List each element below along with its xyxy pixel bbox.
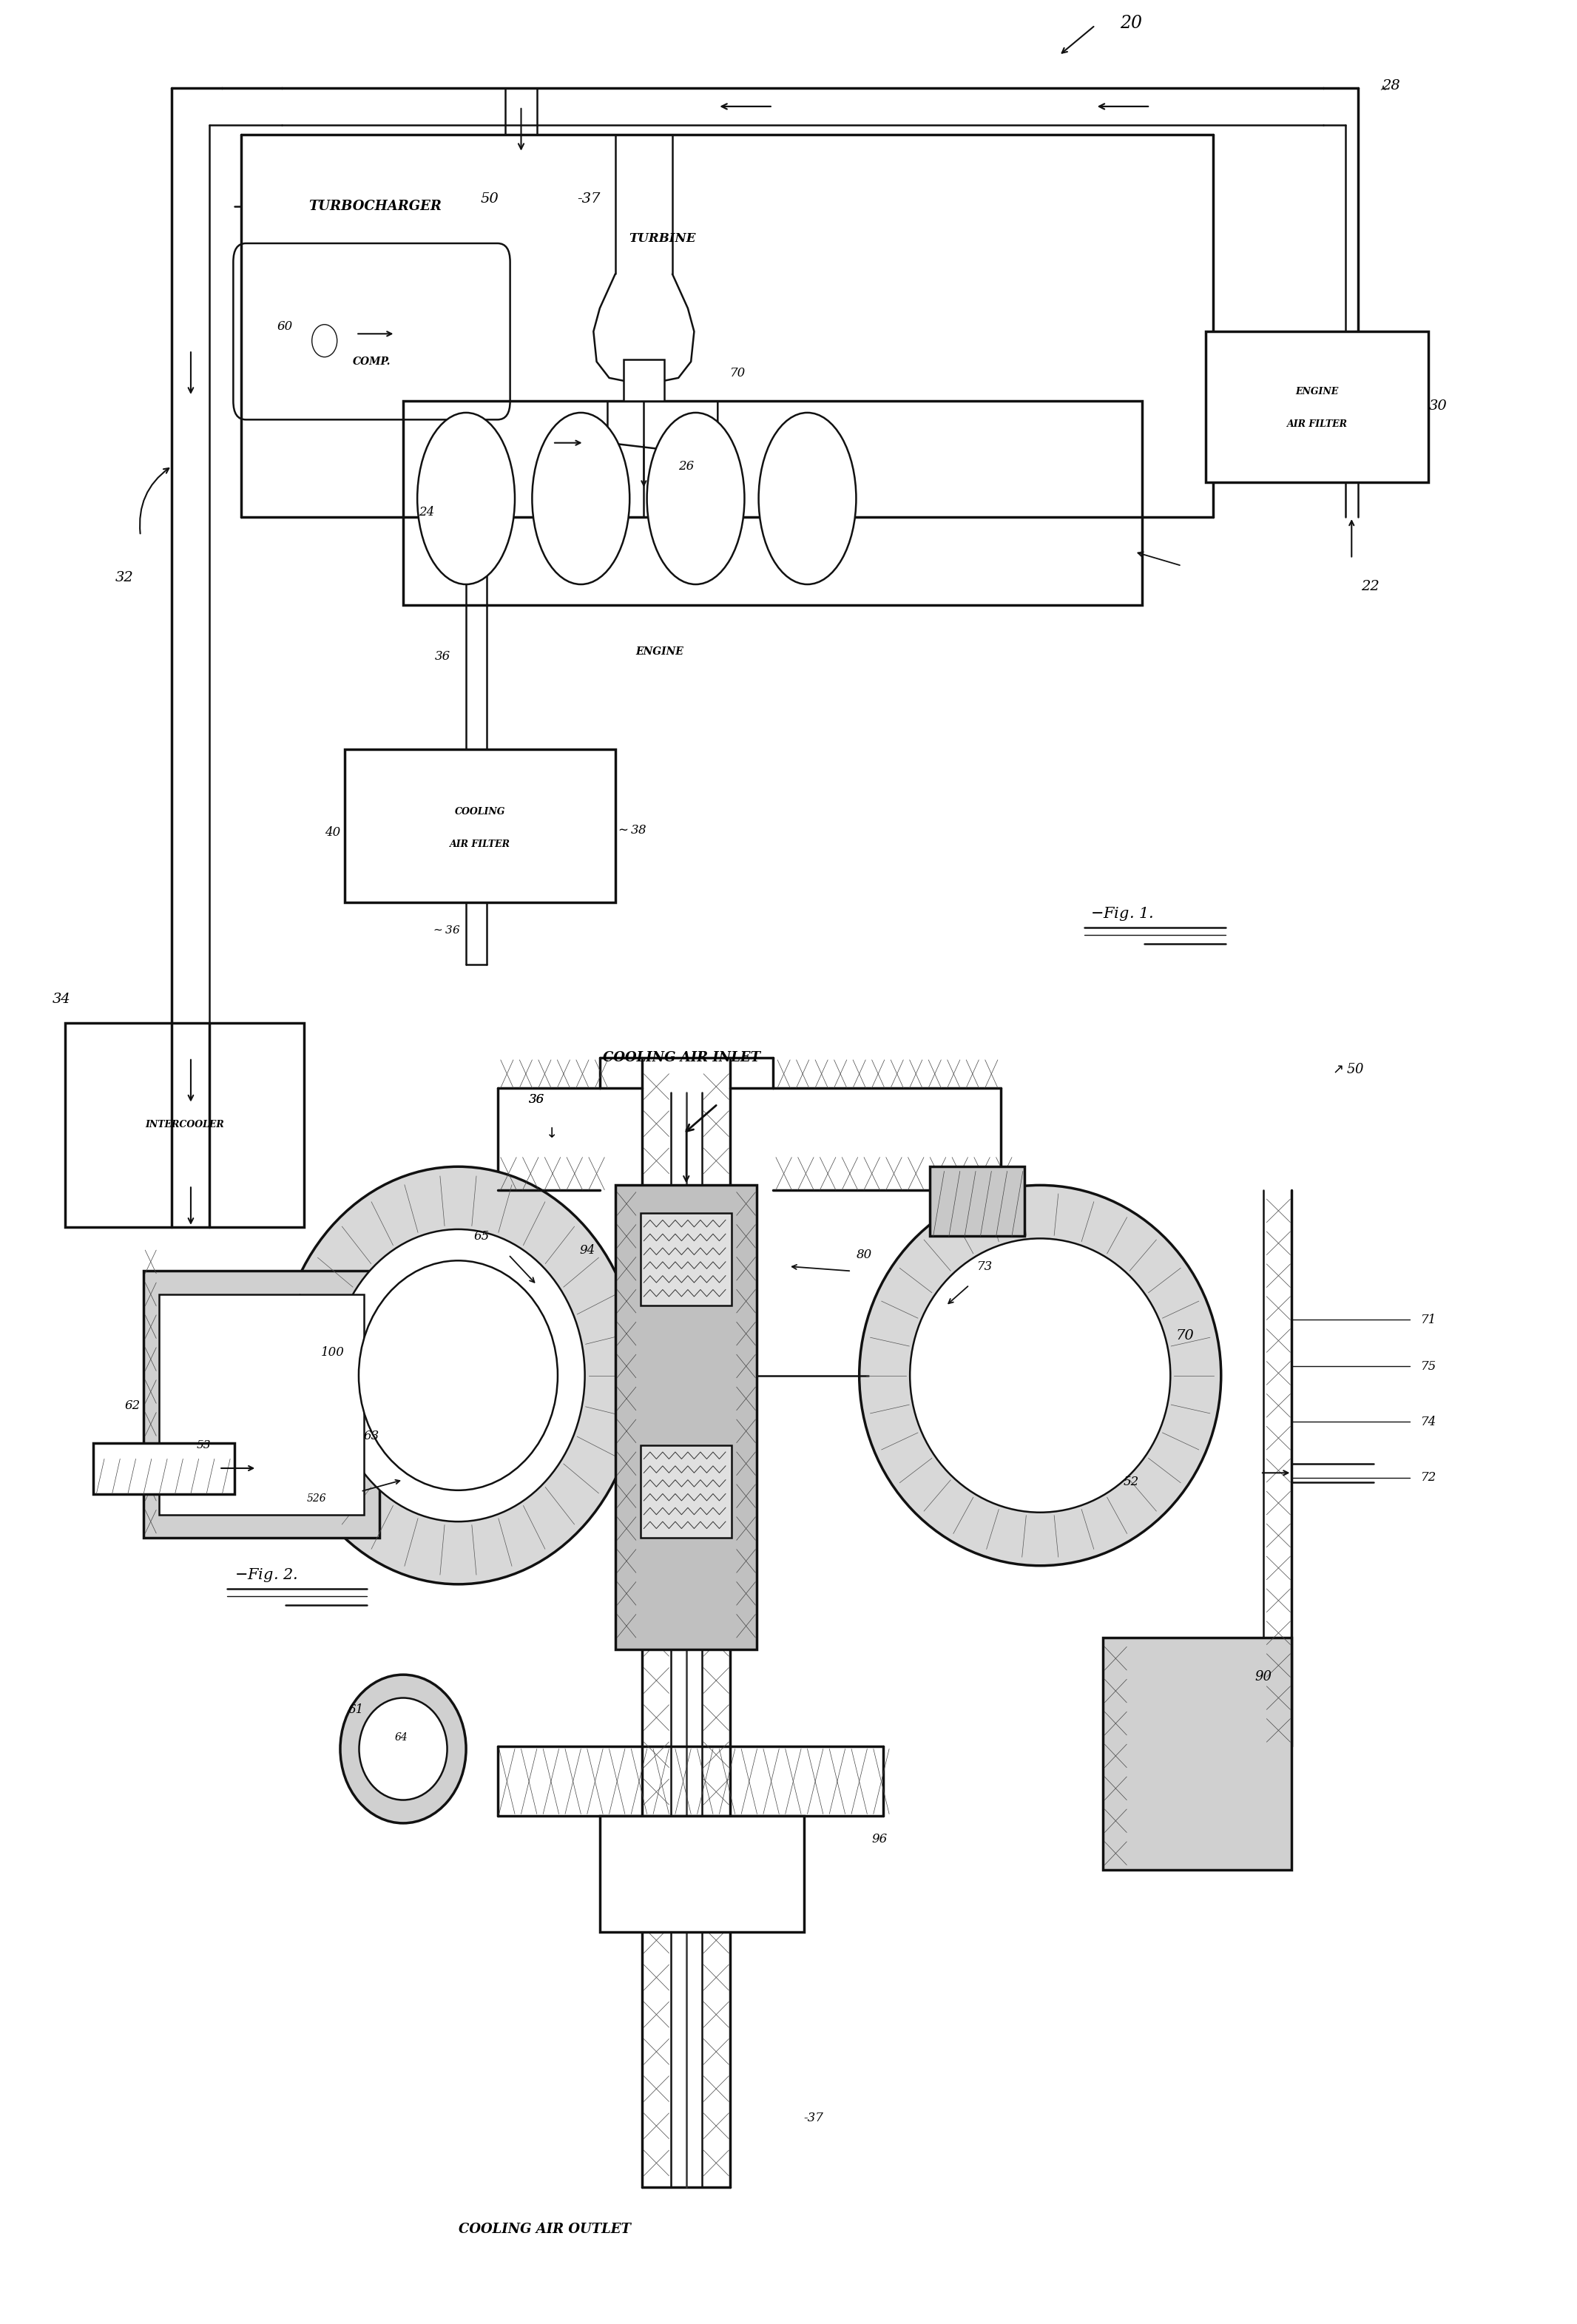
Text: 70: 70 <box>730 367 746 379</box>
Text: ENGINE: ENGINE <box>1295 388 1339 397</box>
Ellipse shape <box>647 414 744 583</box>
Text: COOLING AIR OUTLET: COOLING AIR OUTLET <box>459 2222 631 2236</box>
Ellipse shape <box>859 1185 1221 1566</box>
Text: $-$Fig. 2.: $-$Fig. 2. <box>235 1566 298 1583</box>
Text: 32: 32 <box>115 572 134 583</box>
Ellipse shape <box>759 414 856 583</box>
Text: ENGINE: ENGINE <box>636 646 683 658</box>
Bar <box>144 1271 380 1538</box>
Text: COOLING AIR INLET: COOLING AIR INLET <box>602 1050 760 1064</box>
Bar <box>930 1167 1025 1236</box>
Text: -37: -37 <box>577 193 601 207</box>
Text: 40: 40 <box>325 827 341 839</box>
Text: 62: 62 <box>125 1399 140 1413</box>
Text: 36: 36 <box>528 1092 544 1106</box>
Ellipse shape <box>418 414 514 583</box>
Ellipse shape <box>910 1239 1170 1513</box>
Bar <box>65 1023 304 1227</box>
Text: 71: 71 <box>1421 1313 1437 1327</box>
Text: 20: 20 <box>1120 14 1142 33</box>
Ellipse shape <box>312 325 337 358</box>
Text: 90: 90 <box>1255 1671 1273 1683</box>
Bar <box>623 360 664 402</box>
Text: TURBOCHARGER: TURBOCHARGER <box>309 200 442 214</box>
Text: -37: -37 <box>804 2113 823 2124</box>
Text: 50: 50 <box>481 193 498 207</box>
Text: AIR FILTER: AIR FILTER <box>1287 418 1347 430</box>
Text: INTERCOOLER: INTERCOOLER <box>145 1120 224 1129</box>
Text: 75: 75 <box>1421 1360 1437 1373</box>
Text: 72: 72 <box>1421 1471 1437 1483</box>
Ellipse shape <box>531 414 629 583</box>
Bar <box>640 1213 732 1306</box>
Ellipse shape <box>341 1676 467 1822</box>
Text: 24: 24 <box>419 507 435 518</box>
Text: $-$Fig. 1.: $-$Fig. 1. <box>1090 906 1154 923</box>
Text: 34: 34 <box>52 992 71 1006</box>
Bar <box>159 1294 364 1515</box>
Text: 70: 70 <box>1176 1329 1194 1343</box>
Ellipse shape <box>360 1699 448 1801</box>
Text: 61: 61 <box>349 1703 364 1715</box>
Text: 74: 74 <box>1421 1415 1437 1429</box>
Text: $\downarrow$: $\downarrow$ <box>542 1127 557 1141</box>
Bar <box>1102 1638 1292 1868</box>
Bar <box>1205 332 1429 483</box>
Text: 526: 526 <box>308 1494 326 1504</box>
Text: 52: 52 <box>1123 1476 1139 1487</box>
Ellipse shape <box>278 1167 639 1585</box>
Ellipse shape <box>358 1260 558 1490</box>
Bar <box>615 1185 757 1650</box>
Bar <box>345 748 615 902</box>
Ellipse shape <box>331 1229 585 1522</box>
Bar <box>599 1817 804 1931</box>
Text: 100: 100 <box>320 1346 344 1360</box>
Text: $\nearrow$50: $\nearrow$50 <box>1329 1062 1364 1076</box>
Text: 64: 64 <box>394 1731 408 1743</box>
Text: 96: 96 <box>872 1834 888 1845</box>
Text: 60: 60 <box>278 321 293 332</box>
Bar <box>93 1443 235 1494</box>
Text: 94: 94 <box>579 1243 595 1257</box>
Text: 26: 26 <box>678 460 694 472</box>
Text: TURBINE: TURBINE <box>629 232 695 244</box>
Text: 28: 28 <box>1381 79 1400 93</box>
Text: 53: 53 <box>196 1441 211 1450</box>
Text: $\curlywedge$: $\curlywedge$ <box>1380 84 1386 93</box>
Text: 36: 36 <box>435 651 451 662</box>
Text: $\sim$38: $\sim$38 <box>615 825 647 837</box>
Text: $\sim$36: $\sim$36 <box>431 925 460 937</box>
Text: COOLING: COOLING <box>454 806 506 816</box>
Text: COMP.: COMP. <box>353 356 391 367</box>
Text: 30: 30 <box>1429 400 1448 411</box>
Text: 22: 22 <box>1361 581 1380 593</box>
Text: 65: 65 <box>475 1229 489 1243</box>
Text: AIR FILTER: AIR FILTER <box>449 839 511 848</box>
Text: 36: 36 <box>528 1092 544 1106</box>
Bar <box>640 1446 732 1538</box>
Text: 63: 63 <box>364 1429 380 1441</box>
Text: 80: 80 <box>856 1248 872 1262</box>
Text: 73: 73 <box>978 1260 994 1274</box>
Bar <box>404 402 1142 604</box>
